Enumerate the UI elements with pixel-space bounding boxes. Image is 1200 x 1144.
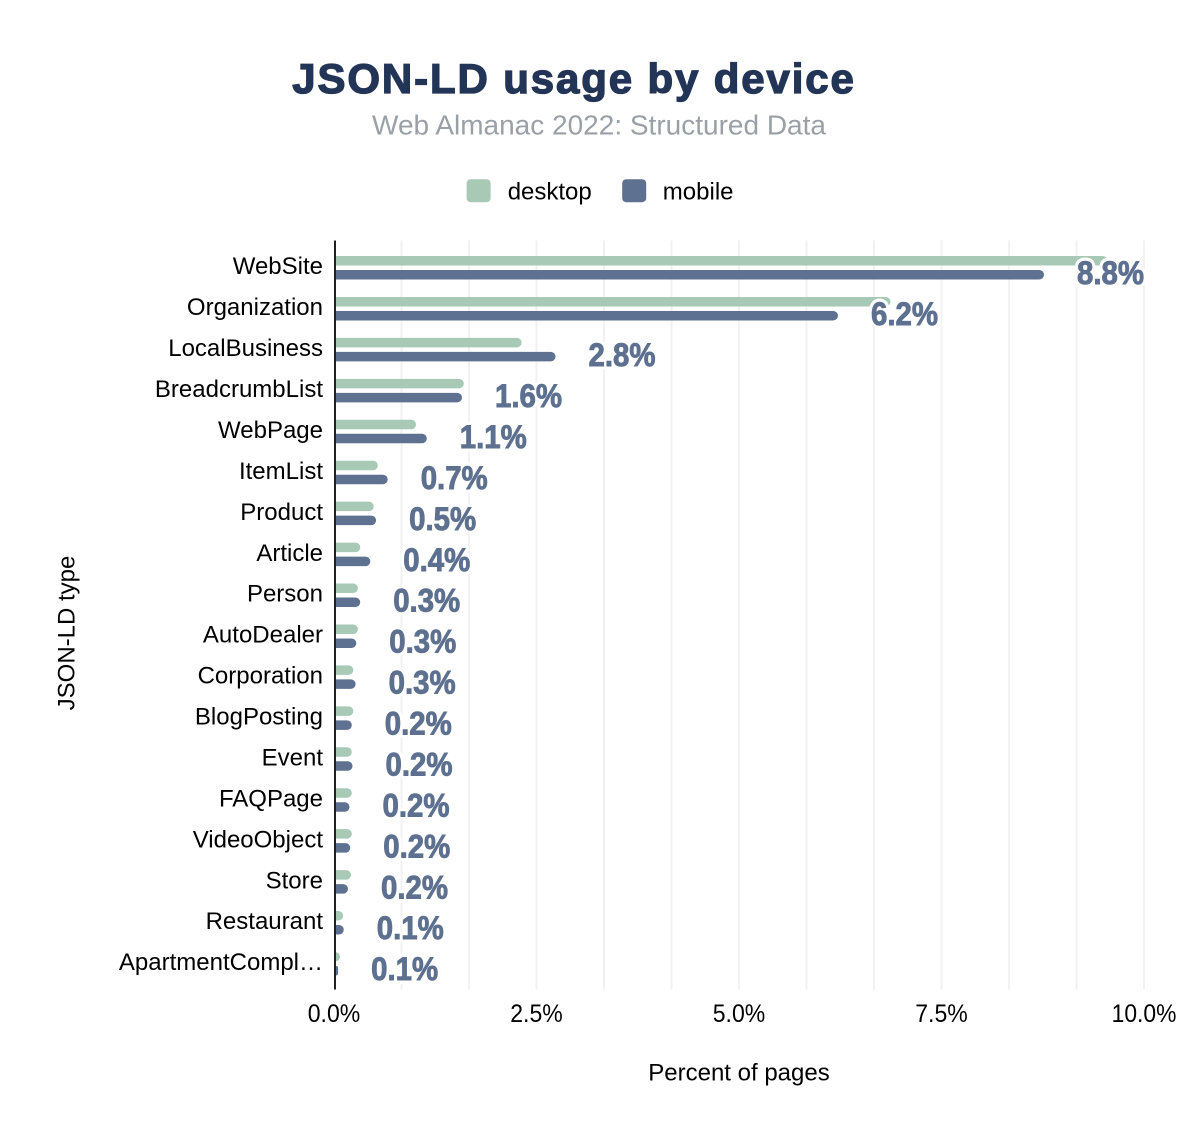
- svg-text:10.0%: 10.0%: [1112, 1000, 1177, 1028]
- svg-text:ItemList: ItemList: [239, 458, 323, 485]
- svg-text:0.3%: 0.3%: [393, 583, 460, 619]
- svg-text:0.3%: 0.3%: [389, 624, 456, 660]
- svg-text:0.2%: 0.2%: [385, 706, 452, 742]
- svg-text:WebSite: WebSite: [233, 253, 323, 280]
- svg-text:0.2%: 0.2%: [383, 787, 450, 823]
- svg-text:0.3%: 0.3%: [393, 583, 460, 619]
- svg-text:mobile: mobile: [663, 179, 734, 206]
- svg-text:VideoObject: VideoObject: [193, 826, 324, 853]
- svg-text:WebPage: WebPage: [218, 417, 323, 444]
- svg-text:Product: Product: [240, 499, 323, 526]
- svg-text:Organization: Organization: [187, 294, 323, 321]
- svg-text:0.5%: 0.5%: [409, 501, 476, 537]
- svg-text:0.1%: 0.1%: [377, 910, 444, 946]
- svg-text:0.2%: 0.2%: [383, 828, 450, 864]
- svg-text:JSON-LD usage by device: JSON-LD usage by device: [292, 55, 856, 102]
- svg-text:ApartmentCompl…: ApartmentCompl…: [119, 949, 323, 976]
- svg-text:JSON-LD type: JSON-LD type: [54, 556, 81, 711]
- svg-text:0.2%: 0.2%: [383, 828, 450, 864]
- svg-text:0.0%: 0.0%: [308, 1000, 361, 1028]
- svg-text:0.1%: 0.1%: [377, 910, 444, 946]
- svg-text:0.3%: 0.3%: [389, 624, 456, 660]
- svg-text:0.2%: 0.2%: [381, 869, 448, 905]
- svg-text:0.4%: 0.4%: [403, 542, 470, 578]
- svg-text:7.5%: 7.5%: [915, 1000, 968, 1028]
- svg-text:Event: Event: [262, 744, 324, 771]
- svg-text:AutoDealer: AutoDealer: [203, 622, 323, 649]
- svg-text:1.1%: 1.1%: [460, 419, 527, 455]
- svg-text:Percent of pages: Percent of pages: [648, 1060, 829, 1087]
- svg-text:6.2%: 6.2%: [871, 296, 938, 332]
- svg-text:0.2%: 0.2%: [386, 746, 453, 782]
- svg-text:Web Almanac 2022: Structured D: Web Almanac 2022: Structured Data: [372, 110, 826, 141]
- svg-text:0.3%: 0.3%: [389, 665, 456, 701]
- svg-text:0.1%: 0.1%: [371, 951, 438, 987]
- svg-text:BreadcrumbList: BreadcrumbList: [155, 376, 323, 403]
- svg-text:desktop: desktop: [508, 179, 592, 206]
- svg-text:Store: Store: [266, 867, 323, 894]
- svg-text:1.6%: 1.6%: [495, 378, 562, 414]
- svg-text:0.2%: 0.2%: [385, 706, 452, 742]
- svg-text:0.4%: 0.4%: [403, 542, 470, 578]
- svg-text:Restaurant: Restaurant: [206, 908, 324, 935]
- svg-text:5.0%: 5.0%: [713, 1000, 766, 1028]
- svg-text:8.8%: 8.8%: [1077, 255, 1144, 291]
- svg-text:0.2%: 0.2%: [386, 746, 453, 782]
- svg-text:Article: Article: [256, 540, 323, 567]
- svg-text:Person: Person: [247, 581, 323, 608]
- svg-text:0.5%: 0.5%: [409, 501, 476, 537]
- svg-text:0.7%: 0.7%: [421, 460, 488, 496]
- svg-text:0.2%: 0.2%: [383, 787, 450, 823]
- svg-text:0.7%: 0.7%: [421, 460, 488, 496]
- svg-text:8.8%: 8.8%: [1077, 255, 1144, 291]
- svg-text:FAQPage: FAQPage: [219, 785, 323, 812]
- svg-text:Corporation: Corporation: [198, 663, 323, 690]
- svg-text:2.8%: 2.8%: [589, 337, 656, 373]
- svg-text:BlogPosting: BlogPosting: [195, 704, 323, 731]
- svg-text:0.2%: 0.2%: [381, 869, 448, 905]
- svg-text:1.1%: 1.1%: [460, 419, 527, 455]
- svg-text:LocalBusiness: LocalBusiness: [168, 335, 323, 362]
- svg-text:6.2%: 6.2%: [871, 296, 938, 332]
- svg-text:0.1%: 0.1%: [371, 951, 438, 987]
- svg-text:2.5%: 2.5%: [510, 1000, 563, 1028]
- svg-text:1.6%: 1.6%: [495, 378, 562, 414]
- svg-text:0.3%: 0.3%: [389, 665, 456, 701]
- svg-text:2.8%: 2.8%: [589, 337, 656, 373]
